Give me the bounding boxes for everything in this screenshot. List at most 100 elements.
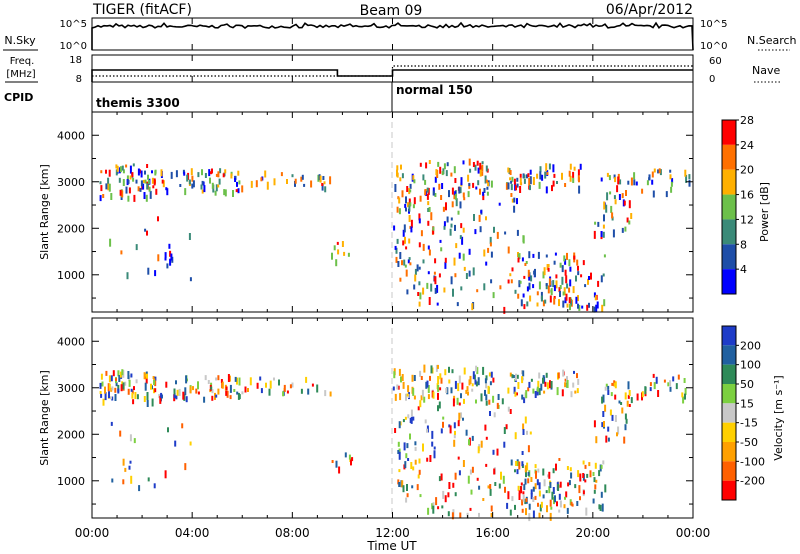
colorbar-tick-label: 24 — [740, 139, 754, 152]
radar-echo-point — [322, 176, 325, 180]
radar-echo-point — [425, 381, 428, 389]
radar-echo-point — [273, 377, 275, 381]
power-colorbar: 4 8 12 16 20 24 28 — [721, 114, 754, 295]
radar-echo-point — [468, 158, 471, 166]
radar-echo-point — [611, 414, 614, 421]
radar-echo-point — [585, 507, 588, 516]
cpid-segment-themis: themis 3300 — [96, 96, 180, 110]
radar-echo-point — [431, 441, 434, 447]
radar-echo-point — [471, 435, 474, 441]
radar-echo-point — [503, 441, 506, 448]
radar-echo-point — [438, 183, 441, 190]
radar-echo-point — [122, 479, 125, 485]
radar-echo-point — [669, 169, 672, 173]
radar-echo-point — [453, 257, 456, 266]
radar-echo-point — [454, 191, 457, 196]
radar-echo-point — [497, 394, 500, 400]
radar-echo-point — [108, 391, 110, 399]
radar-echo-point — [511, 374, 514, 379]
radar-echo-point — [237, 188, 240, 194]
radar-echo-point — [530, 493, 533, 500]
radar-echo-point — [562, 369, 565, 377]
radar-echo-point — [617, 426, 620, 435]
radar-echo-point — [633, 172, 636, 180]
radar-echo-point — [458, 375, 461, 384]
radar-echo-point — [451, 201, 454, 208]
radar-echo-point — [307, 388, 310, 395]
radar-echo-point — [399, 277, 402, 282]
radar-echo-point — [184, 387, 187, 396]
radar-echo-point — [280, 172, 283, 177]
radar-echo-point — [218, 178, 221, 185]
radar-echo-point — [614, 177, 617, 183]
time-tick-label: 00:00 — [676, 526, 711, 540]
radar-echo-point — [234, 175, 237, 180]
radar-echo-point — [444, 261, 447, 269]
radar-echo-point — [437, 161, 440, 167]
radar-echo-point — [527, 471, 530, 476]
radar-echo-point — [517, 461, 519, 467]
radar-echo-point — [513, 386, 516, 394]
radar-echo-point — [546, 382, 549, 390]
radar-echo-point — [577, 265, 579, 271]
radar-echo-point — [453, 166, 456, 174]
radar-echo-point — [422, 174, 425, 181]
radar-echo-point — [191, 183, 194, 189]
radar-echo-point — [282, 391, 285, 397]
radar-echo-point — [545, 186, 548, 194]
radar-echo-point — [575, 275, 577, 282]
radar-echo-point — [516, 374, 519, 379]
radar-echo-point — [558, 509, 561, 513]
radar-echo-point — [329, 391, 332, 397]
radar-echo-point — [465, 429, 468, 436]
radar-echo-point — [564, 258, 567, 265]
radar-echo-point — [438, 273, 441, 278]
radar-echo-point — [444, 495, 447, 503]
radar-echo-point — [465, 389, 468, 394]
radar-echo-point — [500, 471, 502, 480]
radar-echo-point — [633, 179, 636, 186]
radar-echo-point — [547, 474, 549, 478]
radar-echo-point — [403, 259, 406, 266]
radar-echo-point — [600, 275, 603, 283]
colorbar-tick-label: 12 — [740, 213, 754, 226]
radar-echo-point — [396, 206, 399, 213]
radar-echo-point — [471, 303, 474, 311]
range-tick-label: 3000 — [57, 382, 85, 395]
radar-echo-point — [422, 243, 425, 251]
radar-echo-point — [559, 262, 562, 268]
radar-echo-point — [442, 490, 445, 499]
radar-echo-point — [496, 402, 499, 409]
radar-echo-point — [584, 479, 587, 483]
radar-echo-point — [444, 257, 447, 263]
radar-echo-point — [175, 395, 178, 400]
radar-echo-point — [422, 259, 425, 264]
radar-echo-point — [408, 257, 411, 261]
radar-echo-point — [217, 388, 220, 395]
radar-echo-point — [110, 421, 113, 426]
radar-echo-point — [458, 252, 461, 259]
radar-echo-point — [521, 376, 524, 384]
freq-tick-bottom: 8 — [76, 74, 82, 85]
radar-echo-point — [452, 398, 455, 407]
radar-echo-point — [178, 388, 181, 396]
radar-echo-point — [428, 249, 431, 256]
radar-echo-point — [569, 467, 572, 472]
radar-echo-point — [552, 180, 555, 187]
radar-echo-point — [166, 188, 169, 196]
radar-echo-point — [600, 177, 603, 182]
radar-echo-point — [412, 204, 415, 209]
radar-echo-point — [155, 188, 158, 195]
radar-echo-point — [217, 171, 220, 178]
radar-echo-point — [594, 295, 597, 301]
time-tick-label: 12:00 — [375, 526, 410, 540]
colorbar-tick-label: 28 — [740, 114, 754, 127]
radar-echo-point — [408, 215, 411, 222]
radar-echo-point — [226, 390, 229, 398]
radar-echo-point — [481, 161, 484, 165]
radar-echo-point — [527, 478, 530, 484]
radar-echo-point — [448, 424, 451, 428]
radar-echo-point — [602, 394, 605, 403]
radar-echo-point — [504, 231, 507, 235]
radar-echo-point — [603, 254, 606, 258]
